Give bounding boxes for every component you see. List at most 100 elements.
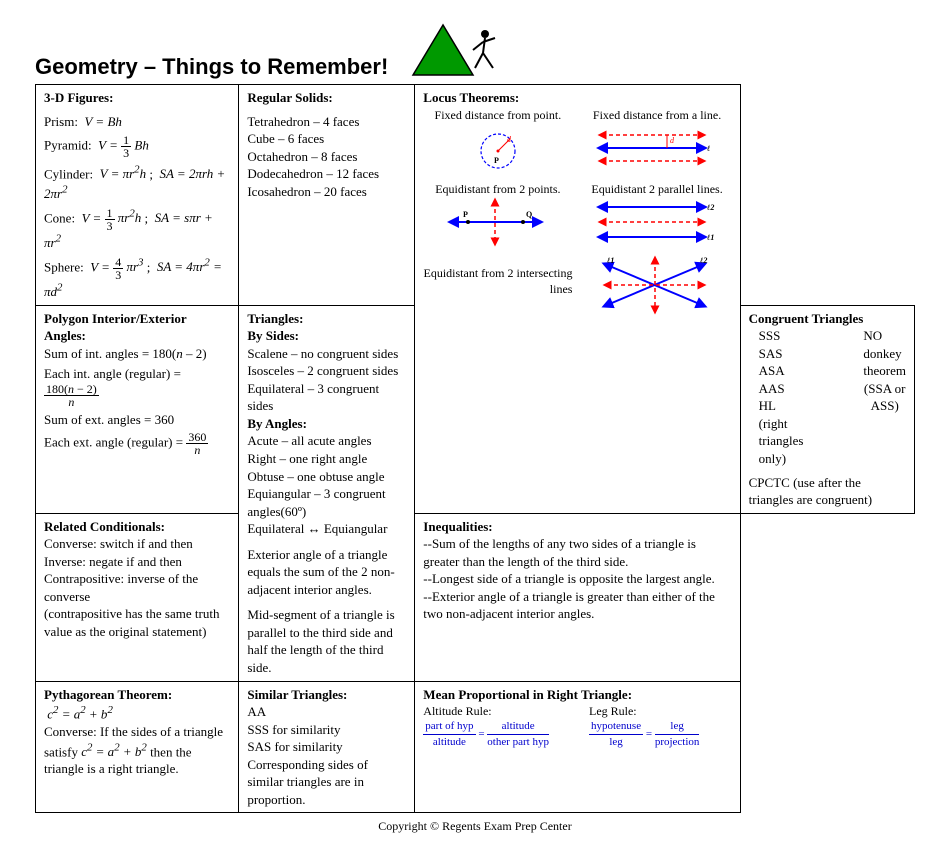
text-line: ASA xyxy=(759,362,804,380)
svg-text:P: P xyxy=(463,210,468,219)
formula-prism: Prism: V = Bh xyxy=(44,113,230,131)
text-line: Sum of int. angles = 180(n – 2) xyxy=(44,345,230,363)
text-line: SSS for similarity xyxy=(247,721,406,739)
altitude-rule: Altitude Rule: part of hypaltitude = alt… xyxy=(423,703,549,750)
text-line: CPCTC (use after the triangles are congr… xyxy=(749,474,906,509)
text-line: Isosceles – 2 congruent sides xyxy=(247,362,406,380)
text-line: SAS for similarity xyxy=(247,738,406,756)
svg-text:ℓ: ℓ xyxy=(707,144,711,153)
formula-cone: Cone: V = 13 πr2h ; SA = sπr + πr2 xyxy=(44,207,230,252)
cell-triangles: Triangles: By Sides: Scalene – no congru… xyxy=(239,305,415,681)
svg-text:d: d xyxy=(670,136,675,145)
text-line: SAS xyxy=(759,345,804,363)
locus-grid: Fixed distance from point. d P Fixed dis… xyxy=(423,107,731,320)
cell-pythagorean: Pythagorean Theorem: c2 = a2 + b2 Conver… xyxy=(36,681,239,813)
text-line: Right – one right angle xyxy=(247,450,406,468)
locus-intersecting-label: Equidistant from 2 intersecting lines xyxy=(423,255,572,319)
section-title: Similar Triangles: xyxy=(247,686,406,704)
text-line: Sum of ext. angles = 360 xyxy=(44,411,230,429)
locus-intersecting: ℓ1 ℓ2 xyxy=(582,255,731,319)
section-title: Regular Solids: xyxy=(247,89,406,107)
sub-title: By Angles: xyxy=(247,415,406,433)
cell-inequalities: Inequalities: --Sum of the lengths of an… xyxy=(415,513,740,681)
svg-text:P: P xyxy=(494,156,499,165)
text-line: (SSA or ASS) xyxy=(863,380,906,415)
section-title: Inequalities: xyxy=(423,518,731,536)
rule-label: Leg Rule: xyxy=(589,703,699,719)
text-line: Tetrahedron – 4 faces xyxy=(247,113,406,131)
text-line: Contrapositive: inverse of the converse xyxy=(44,570,230,605)
locus-line: Fixed distance from a line. xyxy=(582,107,731,177)
text-line: Exterior angle of a triangle equals the … xyxy=(247,546,406,599)
formula-pyramid: Pyramid: V = 13 Bh xyxy=(44,134,230,159)
text-line: AAS xyxy=(759,380,804,398)
text-line: Each int. angle (regular) = 180(n − 2)n xyxy=(44,365,230,408)
locus-two-points-icon: P Q xyxy=(443,197,553,247)
locus-parallel-icon: ℓ2 ℓ1 xyxy=(592,197,722,247)
text-line: Scalene – no congruent sides xyxy=(247,345,406,363)
svg-text:ℓ2: ℓ2 xyxy=(707,203,714,212)
text-line: (contrapositive has the same truth value… xyxy=(44,605,230,640)
cell-3d-figures: 3-D Figures: Prism: V = Bh Pyramid: V = … xyxy=(36,85,239,306)
section-title: Related Conditionals: xyxy=(44,518,230,536)
formula-pythag: c2 = a2 + b2 xyxy=(44,703,230,723)
text-line: Inverse: negate if and then xyxy=(44,553,230,571)
formula-sphere: Sphere: V = 43 πr3 ; SA = 4πr2 = πd2 xyxy=(44,256,230,301)
formula-cylinder: Cylinder: V = πr2h ; SA = 2πrh + 2πr2 xyxy=(44,163,230,203)
locus-label: Equidistant from 2 points. xyxy=(423,181,572,197)
text-line: Converse: If the sides of a triangle sat… xyxy=(44,723,230,778)
text-line: Mid-segment of a triangle is parallel to… xyxy=(247,606,406,676)
text-line: Equilateral – 3 congruent sides xyxy=(247,380,406,415)
rule-label: Altitude Rule: xyxy=(423,703,549,719)
cell-polygon-angles: Polygon Interior/Exterior Angles: Sum of… xyxy=(36,305,239,513)
text-line: --Longest side of a triangle is opposite… xyxy=(423,570,731,588)
text-line: SSS xyxy=(759,327,804,345)
cell-similar: Similar Triangles: AA SSS for similarity… xyxy=(239,681,415,813)
locus-point-icon: d P xyxy=(458,123,538,173)
text-line: Equiangular – 3 congruent angles(60º) xyxy=(247,485,406,520)
section-title: Pythagorean Theorem: xyxy=(44,686,230,704)
text-line: NO donkey theorem xyxy=(863,327,906,380)
cell-regular-solids: Regular Solids: Tetrahedron – 4 faces Cu… xyxy=(239,85,415,306)
text-line: Dodecahedron – 12 faces xyxy=(247,165,406,183)
text-line: --Sum of the lengths of any two sides of… xyxy=(423,535,731,570)
section-title: Congruent Triangles xyxy=(749,310,906,328)
section-title: Mean Proportional in Right Triangle: xyxy=(423,686,731,704)
leg-equation: hypotenuseleg = legprojection xyxy=(589,719,699,750)
svg-text:ℓ1: ℓ1 xyxy=(707,233,714,242)
text-line: Equilateral ↔ Equiangular xyxy=(247,520,406,538)
text-line: --Exterior angle of a triangle is greate… xyxy=(423,588,731,623)
altitude-equation: part of hypaltitude = altitudeother part… xyxy=(423,719,549,750)
page: Geometry – Things to Remember! 3-D Figur… xyxy=(0,0,950,844)
svg-text:Q: Q xyxy=(526,210,532,219)
copyright: Copyright © Regents Exam Prep Center xyxy=(35,819,915,834)
title-row: Geometry – Things to Remember! xyxy=(35,20,915,80)
section-title: Locus Theorems: xyxy=(423,89,731,107)
locus-label: Fixed distance from a line. xyxy=(582,107,731,123)
section-title: 3-D Figures: xyxy=(44,89,230,107)
section-title: Triangles: xyxy=(247,310,406,328)
locus-label: Equidistant 2 parallel lines. xyxy=(582,181,731,197)
locus-label: Fixed distance from point. xyxy=(423,107,572,123)
svg-text:d: d xyxy=(507,135,512,144)
locus-line-icon: d ℓ xyxy=(592,123,722,173)
triangle-figure-icon xyxy=(403,20,508,80)
text-line: Converse: switch if and then xyxy=(44,535,230,553)
section-title: Polygon Interior/Exterior Angles: xyxy=(44,310,230,345)
locus-intersecting-icon: ℓ1 ℓ2 xyxy=(597,255,717,315)
locus-parallel: Equidistant 2 parallel lines. ℓ2 ℓ1 xyxy=(582,181,731,251)
cell-congruent: Congruent Triangles SSS SAS ASA AAS HL (… xyxy=(740,305,914,513)
mean-rules: Altitude Rule: part of hypaltitude = alt… xyxy=(423,703,731,750)
text-line: Corresponding sides of similar triangles… xyxy=(247,756,406,809)
text-line: Obtuse – one obtuse angle xyxy=(247,468,406,486)
reference-table: 3-D Figures: Prism: V = Bh Pyramid: V = … xyxy=(35,84,915,813)
text-line: Cube – 6 faces xyxy=(247,130,406,148)
locus-label: Equidistant from 2 intersecting lines xyxy=(423,265,572,297)
text-line: Octahedron – 8 faces xyxy=(247,148,406,166)
cell-locus: Locus Theorems: Fixed distance from poin… xyxy=(415,85,740,514)
svg-text:ℓ2: ℓ2 xyxy=(700,256,707,265)
sub-title: By Sides: xyxy=(247,327,406,345)
locus-point: Fixed distance from point. d P xyxy=(423,107,572,177)
text-line: AA xyxy=(247,703,406,721)
leg-rule: Leg Rule: hypotenuseleg = legprojection xyxy=(589,703,699,750)
